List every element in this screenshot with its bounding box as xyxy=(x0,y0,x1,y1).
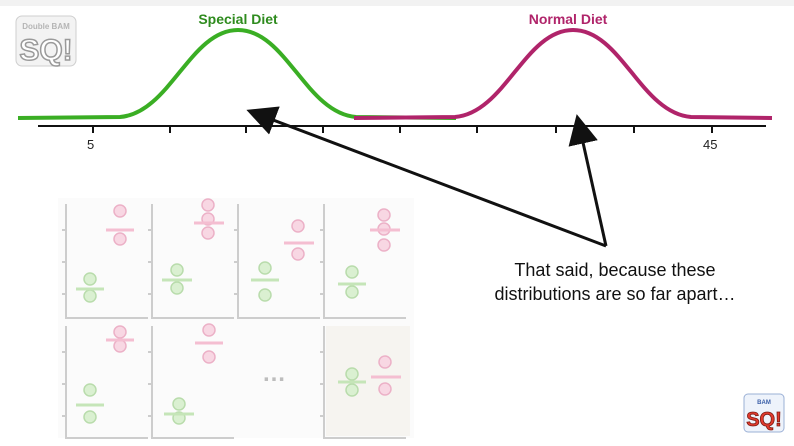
small-multiples xyxy=(58,198,414,439)
arrow-to-normal xyxy=(568,114,608,247)
axis-ticks xyxy=(92,126,713,133)
statquest-logo-icon: Double BAM SQ! xyxy=(15,15,77,68)
normal-diet-label: Normal Diet xyxy=(528,11,608,27)
panel-7 xyxy=(338,355,401,397)
panel-3 xyxy=(251,219,314,302)
caption-text: That said, because these distributions a… xyxy=(470,258,760,306)
top-strip xyxy=(0,0,794,6)
panel-4 xyxy=(338,208,400,299)
panel-1 xyxy=(76,204,134,303)
panel-2 xyxy=(162,198,224,295)
statquest-corner-logo-icon: BAM SQ! xyxy=(743,393,785,433)
tick-label-left: 5 xyxy=(87,137,95,152)
special-diet-curve xyxy=(17,27,457,120)
normal-diet-curve xyxy=(353,27,773,120)
tick-label-right: 45 xyxy=(703,137,718,152)
caption-line-1: That said, because these xyxy=(514,260,716,280)
svg-text:Double BAM: Double BAM xyxy=(22,22,70,31)
svg-text:BAM: BAM xyxy=(757,400,771,406)
caption-line-2: distributions are so far apart… xyxy=(494,284,736,304)
special-diet-label: Special Diet xyxy=(198,11,278,27)
arrow-to-special xyxy=(246,106,607,248)
svg-text:SQ!: SQ! xyxy=(746,409,782,431)
panel-5 xyxy=(76,325,134,424)
panel-6 xyxy=(164,323,223,425)
more-panels-ellipsis: … xyxy=(262,360,288,387)
svg-text:SQ!: SQ! xyxy=(19,34,72,67)
